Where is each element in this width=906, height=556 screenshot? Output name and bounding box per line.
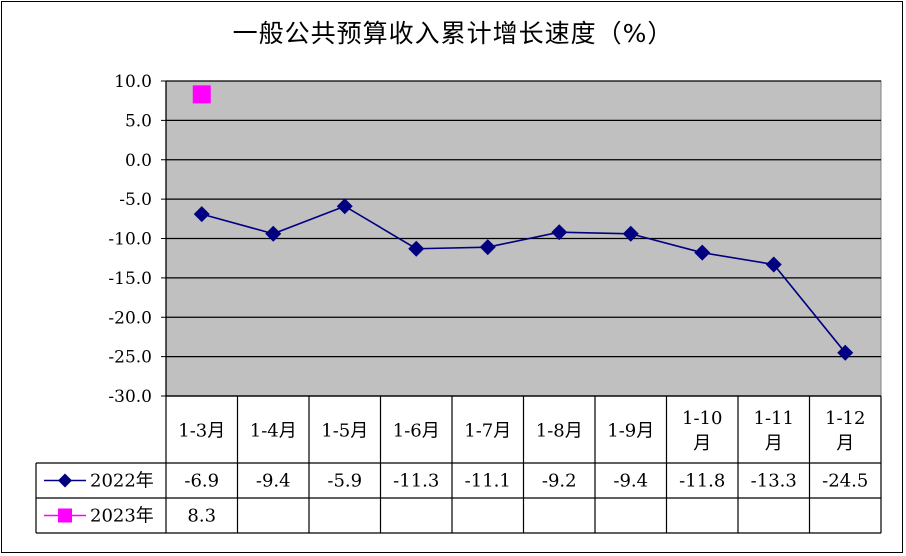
y-tick-label: -20.0 xyxy=(108,308,152,328)
chart-title: 一般公共预算收入累计增长速度（%） xyxy=(232,19,674,48)
data-point xyxy=(837,344,854,361)
data-point xyxy=(408,240,425,257)
data-table-value: -11.8 xyxy=(679,471,725,492)
category-label: 1-12 xyxy=(825,408,865,429)
data-table-value: -6.9 xyxy=(184,471,219,492)
data-table-value: -11.3 xyxy=(393,471,439,492)
y-tick-label: 0.0 xyxy=(125,151,152,171)
category-label: 月 xyxy=(765,433,783,454)
legend-marker-square xyxy=(58,508,72,523)
data-point xyxy=(336,198,353,215)
series-line xyxy=(201,205,846,354)
data-point xyxy=(193,206,210,223)
data-point xyxy=(551,224,568,241)
y-tick-label: -30.0 xyxy=(108,387,152,407)
data-table-value: -11.1 xyxy=(465,471,511,492)
category-label: 月 xyxy=(836,433,854,454)
data-table-value: -9.2 xyxy=(542,471,577,492)
legend-label: 2022年 xyxy=(90,471,154,492)
category-label: 月 xyxy=(693,433,711,454)
category-label: 1-10 xyxy=(682,408,722,429)
category-label: 1-9月 xyxy=(607,421,654,442)
data-table-value: 8.3 xyxy=(187,506,216,527)
legend-label: 2023年 xyxy=(90,506,154,527)
data-point xyxy=(765,256,782,273)
data-point xyxy=(479,239,496,256)
y-tick-label: -5.0 xyxy=(119,190,152,210)
legend-marker-diamond xyxy=(58,473,72,488)
data-point xyxy=(622,225,639,242)
data-point xyxy=(265,225,282,242)
data-table-value: -9.4 xyxy=(613,471,648,492)
y-tick-label: 10.0 xyxy=(114,72,152,92)
category-label: 1-6月 xyxy=(393,421,440,442)
data-table-value: -24.5 xyxy=(822,471,868,492)
data-table-value: -13.3 xyxy=(751,471,797,492)
category-label: 1-4月 xyxy=(250,421,297,442)
category-label: 1-7月 xyxy=(464,421,511,442)
y-tick-label: -10.0 xyxy=(108,230,152,250)
category-label: 1-3月 xyxy=(178,421,225,442)
category-label: 1-11 xyxy=(754,408,794,429)
data-point xyxy=(694,244,711,261)
data-point xyxy=(192,85,211,104)
y-tick-label: -25.0 xyxy=(108,348,152,368)
data-table-value: -9.4 xyxy=(256,471,291,492)
y-tick-label: -15.0 xyxy=(108,269,152,289)
category-label: 1-5月 xyxy=(321,421,368,442)
y-tick-label: 5.0 xyxy=(125,111,152,131)
data-table-value: -5.9 xyxy=(327,471,362,492)
category-label: 1-8月 xyxy=(536,421,583,442)
